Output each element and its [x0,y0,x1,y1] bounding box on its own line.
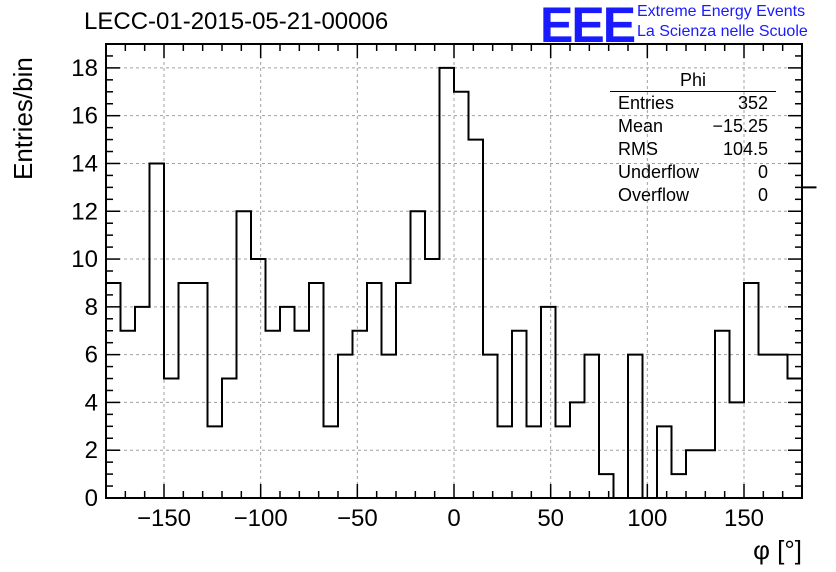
histogram-bin [454,92,469,498]
histogram-bin [744,283,759,498]
brand-line-2: La Scienza nelle Scuole [637,23,808,40]
stats-row-underflow: Underflow 0 [610,161,776,184]
histogram-bin [121,331,136,498]
x-tick-label: 100 [627,505,667,532]
brand-line-1: Extreme Energy Events [637,3,806,20]
histogram-bin [628,355,643,498]
histogram-bin [295,331,310,498]
y-tick-label: 18 [71,55,98,82]
x-tick-label: −50 [337,505,378,532]
y-tick-label: 14 [71,150,98,177]
histogram-bin [382,355,397,498]
stats-label: Underflow [618,162,700,182]
stats-value: 104.5 [722,139,768,159]
histogram-bin [759,355,774,498]
eee-logo: EEE [540,0,636,53]
histogram-bin [266,331,281,498]
histogram-bin [686,450,701,498]
histogram-bin [802,187,817,498]
histogram-bin [585,355,600,498]
histogram-bin [701,450,716,498]
histogram-series [106,66,817,499]
stats-label: Mean [618,116,664,136]
chart-title: LECC-01-2015-05-21-00006 [84,8,389,35]
histogram-bin [367,283,382,498]
stats-name: Phi [610,70,776,92]
histogram-bin [251,259,266,498]
histogram-bin [556,426,571,498]
histogram-bin [527,426,542,498]
histogram-bin [425,259,440,498]
y-axis-ticks: 0 2 4 6 8 10 12 14 16 18 [71,43,802,512]
y-tick-label: 10 [71,246,98,273]
stats-label: RMS [618,139,658,159]
histogram-bin [193,283,208,498]
histogram-bin [541,307,556,498]
stats-row-mean: Mean −15.25 [610,115,776,138]
histogram-bin [483,355,498,498]
y-tick-label: 12 [71,198,98,225]
stats-row-rms: RMS 104.5 [610,138,776,161]
histogram-bin [512,331,527,498]
histogram-bin [164,379,179,498]
histogram-bin [657,426,672,498]
x-axis-ticks: −150 −100 −50 0 50 100 150 [124,44,784,532]
histogram-outline [106,66,817,499]
histogram-bin [672,474,687,498]
stats-label: Overflow [618,185,690,205]
histogram-bin [179,283,194,498]
y-tick-label: 2 [85,437,98,464]
stats-box: Phi Entries 352 Mean −15.25 RMS 104.5 Un… [610,70,776,207]
histogram-bin [324,426,339,498]
x-tick-label: −100 [234,505,288,532]
y-tick-label: 16 [71,103,98,130]
stats-value: 352 [737,93,768,113]
histogram-bin [222,379,237,498]
x-tick-label: 150 [724,505,764,532]
histogram-bin [773,355,788,498]
stats-label: Entries [618,93,675,113]
histogram-bin [498,426,513,498]
histogram-bin [309,283,324,498]
stats-value: 0 [757,185,768,205]
histogram-bin [440,68,455,498]
grid-lines [106,44,802,499]
x-tick-label: 50 [537,505,564,532]
stats-row-entries: Entries 352 [610,92,776,115]
histogram-bin [208,426,223,498]
histogram-bin [150,163,165,498]
y-tick-label: 0 [85,485,98,512]
y-axis-label: Entries/bin [8,57,38,180]
histogram-bin [599,474,614,498]
histogram-bin [338,355,353,498]
stats-row-overflow: Overflow 0 [610,184,776,207]
histogram-bin [715,331,730,498]
histogram-bin [469,140,484,498]
histogram-bin [396,283,411,498]
x-tick-label: −150 [137,505,191,532]
x-axis-label: φ [°] [753,535,802,565]
x-tick-label: 0 [447,505,460,532]
y-tick-label: 4 [85,389,98,416]
stats-value: 0 [757,162,768,182]
stats-value: −15.25 [712,116,768,136]
y-tick-label: 6 [85,342,98,369]
y-tick-label: 8 [85,294,98,321]
histogram-bin [353,331,368,498]
